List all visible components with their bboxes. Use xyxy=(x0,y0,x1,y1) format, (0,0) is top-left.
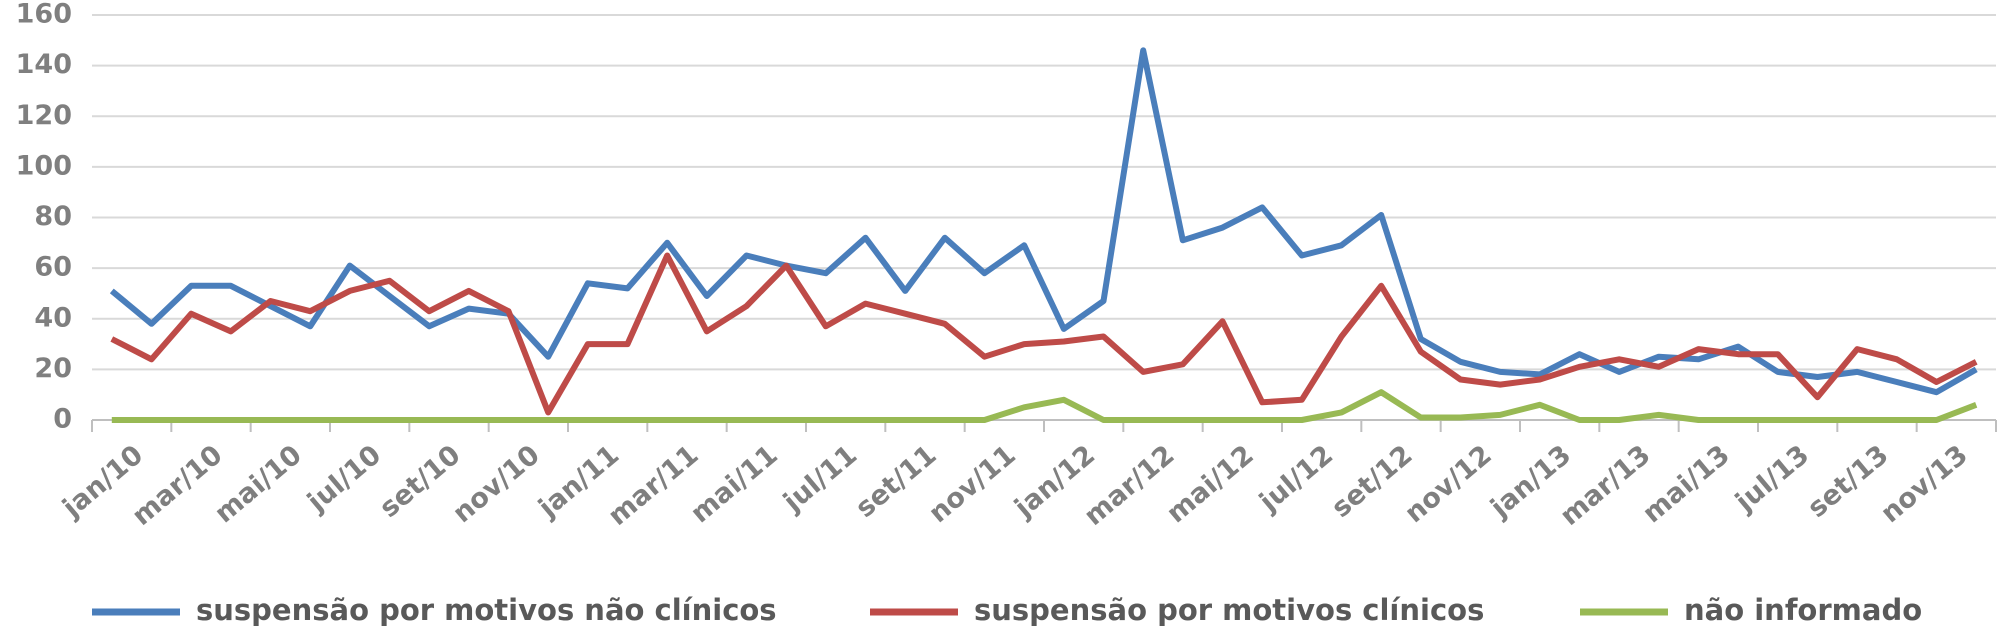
x-tick-label: mai/12 xyxy=(1161,439,1260,529)
x-tick-label: mai/10 xyxy=(209,439,308,529)
x-tick-label: jul/11 xyxy=(777,439,863,518)
y-tick-label: 100 xyxy=(16,150,72,181)
y-tick-label: 120 xyxy=(16,100,72,131)
x-tick-label: jul/12 xyxy=(1253,439,1339,518)
x-tick-label: nov/13 xyxy=(1875,439,1974,529)
y-tick-label: 80 xyxy=(34,201,72,232)
legend: suspensão por motivos não clínicos suspen… xyxy=(92,593,1922,627)
series-line xyxy=(110,252,1978,416)
series-line xyxy=(111,389,1978,423)
legend-label: não informado xyxy=(1684,593,1922,627)
x-tick-label: nov/10 xyxy=(447,439,546,529)
x-tick-label: mar/11 xyxy=(603,439,705,532)
x-tick-label: mai/13 xyxy=(1637,439,1736,529)
x-tick-label: mar/10 xyxy=(127,439,229,532)
legend-label: suspensão por motivos não clínicos xyxy=(196,593,777,627)
x-tick-label: jul/13 xyxy=(1729,439,1815,518)
x-tick-label: mai/11 xyxy=(685,439,784,529)
y-tick-label: 40 xyxy=(34,302,72,333)
x-tick-label: nov/11 xyxy=(923,439,1022,529)
legend-label: suspensão por motivos clínicos xyxy=(974,593,1484,627)
y-tick-label: 60 xyxy=(34,252,72,283)
y-tick-label: 0 xyxy=(53,404,72,435)
series-line xyxy=(109,47,1978,396)
x-tick-label: mar/13 xyxy=(1555,439,1657,532)
y-tick-label: 140 xyxy=(16,49,72,80)
y-tick-label: 20 xyxy=(34,353,72,384)
x-tick-label: mar/12 xyxy=(1079,439,1181,532)
y-tick-label: 160 xyxy=(16,0,72,30)
x-tick-label: jul/10 xyxy=(301,439,387,518)
x-tick-label: nov/12 xyxy=(1399,439,1498,529)
